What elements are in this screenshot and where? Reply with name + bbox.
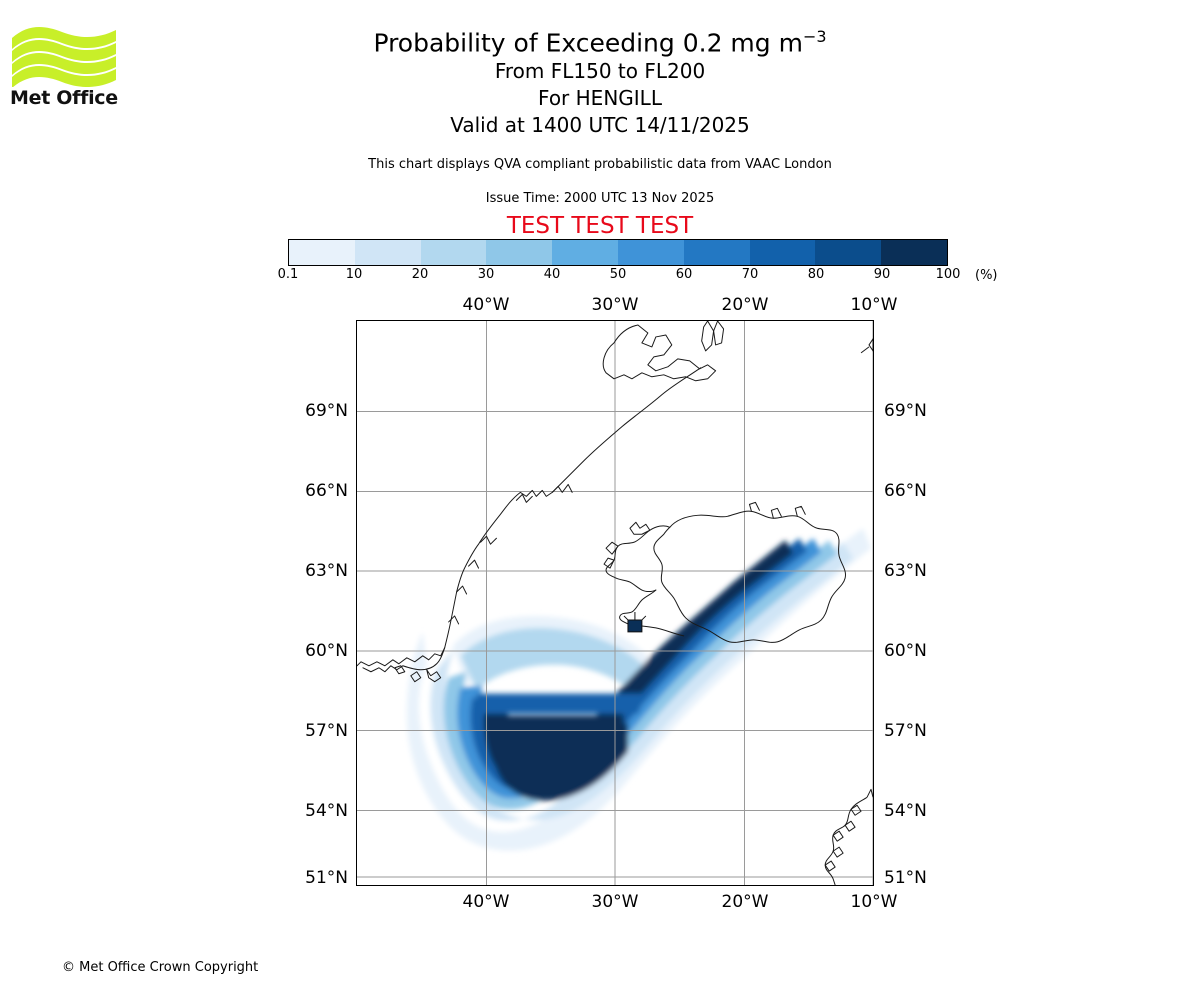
- page-title-exponent: −3: [802, 27, 827, 46]
- y-tick-left-5: 54°N: [305, 801, 348, 821]
- source-marker: [623, 611, 647, 633]
- y-tick-right-1: 66°N: [884, 481, 927, 501]
- subtitle-valid-time: Valid at 1400 UTC 14/11/2025: [450, 113, 750, 138]
- colorbar-tick-90: 90: [873, 267, 891, 282]
- y-tick-right-3: 60°N: [884, 641, 927, 661]
- colorbar-tick-40: 40: [543, 267, 561, 282]
- ash-probability-raster: [406, 528, 872, 851]
- map-plot-area[interactable]: [356, 320, 874, 886]
- y-tick-right-4: 57°N: [884, 721, 927, 741]
- colorbar-tick-80: 80: [807, 267, 825, 282]
- x-tick-top-3: 10°W: [850, 295, 898, 315]
- met-office-logo: Met Office: [10, 25, 120, 115]
- map-gridlines: [357, 321, 873, 885]
- y-tick-left-3: 60°N: [305, 641, 348, 661]
- x-tick-bottom-3: 10°W: [850, 892, 898, 912]
- y-tick-left-4: 57°N: [305, 721, 348, 741]
- colorbar-unit-label: (%): [975, 268, 998, 283]
- test-banner: TEST TEST TEST: [506, 213, 694, 239]
- page-title-text: Probability of Exceeding 0.2 mg m: [373, 28, 803, 58]
- colorbar-tick-60: 60: [675, 267, 693, 282]
- y-tick-right-6: 51°N: [884, 868, 927, 888]
- title-block: Probability of Exceeding 0.2 mg m−3 From…: [0, 22, 1200, 139]
- page-title: Probability of Exceeding 0.2 mg m−3: [0, 22, 1200, 58]
- qva-note: This chart displays QVA compliant probab…: [368, 157, 832, 172]
- x-tick-top-1: 30°W: [591, 295, 639, 315]
- x-tick-bottom-0: 40°W: [462, 892, 510, 912]
- colorbar-band-1: [354, 240, 421, 265]
- colorbar-tick-20: 20: [411, 267, 429, 282]
- greenland-coastline: [602, 324, 717, 382]
- y-tick-left-0: 69°N: [305, 401, 348, 421]
- colorbar-band-2: [420, 240, 487, 265]
- y-tick-left-2: 63°N: [305, 561, 348, 581]
- colorbar-band-3: [486, 240, 553, 265]
- y-tick-left-1: 66°N: [305, 481, 348, 501]
- colorbar-tick-labels: 0.1 10 20 30 40 50 60 70 80 90 100: [278, 267, 961, 285]
- x-tick-bottom-1: 30°W: [591, 892, 639, 912]
- subtitle-site: For HENGILL: [538, 86, 662, 111]
- issue-time: Issue Time: 2000 UTC 13 Nov 2025: [485, 191, 715, 206]
- colorbar-bands: [288, 239, 948, 266]
- colorbar-tick-100: 100: [935, 267, 961, 282]
- met-office-wordmark: Met Office: [10, 87, 118, 109]
- y-tick-left-6: 51°N: [305, 868, 348, 888]
- y-tick-right-0: 69°N: [884, 401, 927, 421]
- colorbar-tick-0.1: 0.1: [277, 267, 299, 282]
- colorbar-band-9: [881, 240, 947, 265]
- colorbar-band-4: [552, 240, 618, 265]
- colorbar-tick-50: 50: [609, 267, 627, 282]
- colorbar-band-6: [683, 240, 750, 265]
- met-office-wave-mark: [12, 27, 116, 88]
- iceland-coastline: [653, 510, 847, 643]
- y-tick-right-5: 54°N: [884, 801, 927, 821]
- colorbar-band-5: [617, 240, 684, 265]
- x-tick-top-2: 20°W: [721, 295, 769, 315]
- colorbar-tick-10: 10: [345, 267, 363, 282]
- x-tick-bottom-2: 20°W: [721, 892, 769, 912]
- copyright-notice: © Met Office Crown Copyright: [62, 960, 259, 975]
- x-tick-top-0: 40°W: [462, 295, 510, 315]
- coastlines: [357, 321, 873, 885]
- subtitle-flight-levels: From FL150 to FL200: [494, 59, 706, 84]
- colorbar-band-8: [815, 240, 882, 265]
- colorbar-tick-70: 70: [741, 267, 759, 282]
- probability-colorbar: 0.1 10 20 30 40 50 60 70 80 90 100: [278, 239, 960, 282]
- colorbar-band-0: [289, 240, 355, 265]
- colorbar-band-7: [749, 240, 816, 265]
- colorbar-tick-30: 30: [477, 267, 495, 282]
- y-tick-right-2: 63°N: [884, 561, 927, 581]
